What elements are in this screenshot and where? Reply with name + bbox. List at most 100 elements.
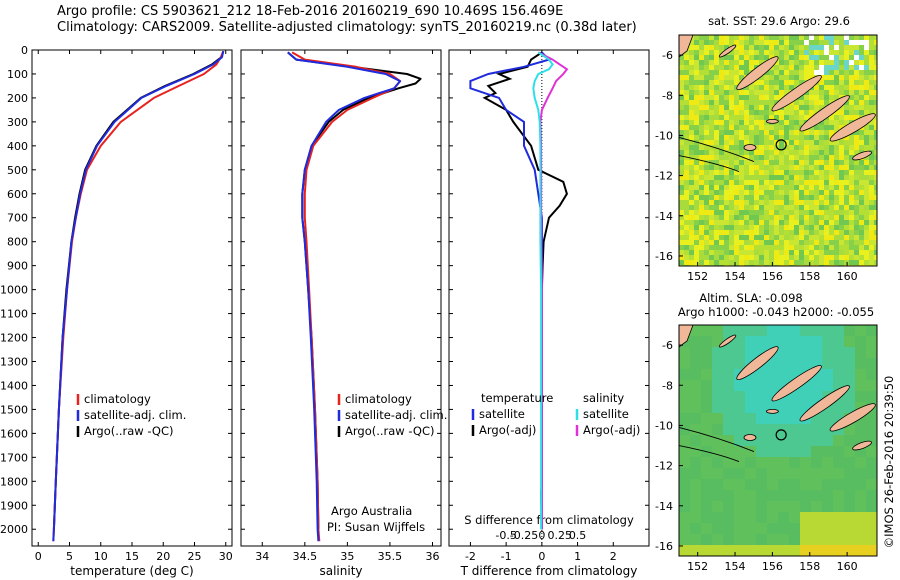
sst-map-cell <box>834 95 839 100</box>
sst-map-cell <box>804 60 809 65</box>
sst-map-cell <box>744 65 749 70</box>
sst-map-cell <box>859 250 864 255</box>
sst-map-cell <box>689 165 694 170</box>
sst-map-cell <box>774 85 779 90</box>
sla-map-cell <box>679 369 690 380</box>
sla-map-cell <box>789 512 800 523</box>
sst-map-cell <box>839 240 844 245</box>
sst-map-cell <box>869 140 874 145</box>
sst-map-cell <box>789 240 794 245</box>
sst-map-cell <box>814 105 819 110</box>
sla-map-cell <box>866 391 877 402</box>
sla-map-cell <box>712 358 723 369</box>
sst-map-cell <box>814 200 819 205</box>
sla-map-cell <box>745 512 756 523</box>
sla-map-cell <box>745 391 756 402</box>
sla-map-cell <box>800 358 811 369</box>
sst-map-cell <box>679 80 684 85</box>
sst-map-cell <box>719 115 724 120</box>
sst-island <box>829 113 876 142</box>
sst-map-cell <box>834 205 839 210</box>
sla-map-cell <box>822 468 833 479</box>
depth-tick-label: 1600 <box>0 427 28 440</box>
sst-map-cell <box>859 230 864 235</box>
sst-map-cell <box>839 75 844 80</box>
sst-map-cell <box>759 180 764 185</box>
sla-map-cell <box>866 413 877 424</box>
sst-map-cell <box>729 205 734 210</box>
sst-map-cell <box>769 240 774 245</box>
sla-map-subtitle: Argo h1000: -0.043 h2000: -0.055 <box>678 305 874 319</box>
sst-map-cell <box>774 190 779 195</box>
sla-map-cell <box>811 523 822 534</box>
sst-map-cell <box>764 260 769 265</box>
sla-map-cell <box>800 468 811 479</box>
sst-map-cell <box>849 90 854 95</box>
sst-map-cell <box>789 160 794 165</box>
sst-map-cell <box>739 185 744 190</box>
sla-map-cell <box>756 347 767 358</box>
sst-map-cell <box>784 260 789 265</box>
sst-map-cell <box>739 170 744 175</box>
sla-map-cell <box>690 358 701 369</box>
sla-map-cell <box>833 336 844 347</box>
sst-map-cell <box>779 115 784 120</box>
sst-map-cell <box>709 190 714 195</box>
sst-map-cell <box>699 155 704 160</box>
sla-map-cell <box>844 336 855 347</box>
sla-map-cell <box>723 457 734 468</box>
sst-map-cell <box>854 240 859 245</box>
sla-map-cell <box>844 468 855 479</box>
sst-map-cell <box>859 220 864 225</box>
sst-map-cell <box>754 45 759 50</box>
sst-map-cell <box>814 95 819 100</box>
sla-map-cell <box>844 490 855 501</box>
sst-map-cell <box>694 250 699 255</box>
sst-map-cell <box>764 90 769 95</box>
sst-map-cell <box>844 255 849 260</box>
sst-map-cell <box>729 105 734 110</box>
sst-map-cell <box>829 65 834 70</box>
sst-map-cell <box>694 245 699 250</box>
sst-map-cell <box>824 40 829 45</box>
sla-map-cell <box>767 424 778 435</box>
sst-map-cell <box>859 60 864 65</box>
sst-map-cell <box>679 90 684 95</box>
sst-map-cell <box>849 145 854 150</box>
sst-map-cell <box>864 85 869 90</box>
sst-map-cell <box>769 260 774 265</box>
sst-map-cell <box>809 140 814 145</box>
sst-map-cell <box>689 75 694 80</box>
sst-map-cell <box>874 215 877 220</box>
sst-map-cell <box>679 175 684 180</box>
sst-map-cell <box>794 110 799 115</box>
sst-map-cell <box>824 95 829 100</box>
sst-map-cell <box>784 65 789 70</box>
sst-map-cell <box>754 185 759 190</box>
sst-map-cell <box>819 120 824 125</box>
sst-map-cell <box>759 135 764 140</box>
sst-map-cell <box>784 110 789 115</box>
sst-map-cell <box>814 40 819 45</box>
sst-map-cell <box>704 255 709 260</box>
sst-map-cell <box>854 100 859 105</box>
sst-map-cell <box>794 145 799 150</box>
sst-map-cell <box>679 120 684 125</box>
sst-map-cell <box>874 70 877 75</box>
sst-map-cell <box>819 235 824 240</box>
sst-map-cell <box>724 120 729 125</box>
sst-map-cell <box>759 85 764 90</box>
sst-map-cell <box>774 35 779 40</box>
sst-map-cell <box>839 140 844 145</box>
sst-map-cell <box>869 175 874 180</box>
sst-map-cell <box>769 50 774 55</box>
sst-map-cell <box>804 215 809 220</box>
sla-map-cell <box>800 457 811 468</box>
sst-map-cell <box>744 255 749 260</box>
sst-map-cell <box>829 115 834 120</box>
sst-map-cell <box>764 240 769 245</box>
sst-map-cell <box>754 235 759 240</box>
sla-map-cell <box>822 490 833 501</box>
sst-map-cell <box>844 120 849 125</box>
sst-map-cell <box>714 95 719 100</box>
